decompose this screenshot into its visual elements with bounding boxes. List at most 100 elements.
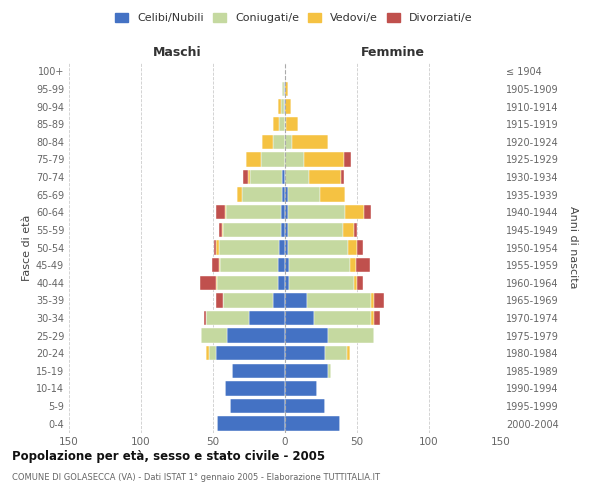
Bar: [288, 222, 343, 237]
Bar: [219, 258, 220, 272]
Bar: [356, 258, 370, 272]
Y-axis label: Fasce di età: Fasce di età: [22, 214, 32, 280]
Bar: [285, 416, 340, 431]
Bar: [307, 293, 371, 308]
Bar: [202, 328, 227, 343]
Bar: [223, 222, 281, 237]
Bar: [285, 170, 310, 184]
Bar: [223, 293, 274, 308]
Bar: [374, 293, 385, 308]
Bar: [285, 117, 286, 132]
Bar: [285, 311, 314, 325]
Bar: [278, 100, 281, 114]
Bar: [246, 152, 260, 166]
Bar: [216, 240, 219, 254]
Bar: [364, 205, 371, 220]
Bar: [200, 276, 216, 290]
Bar: [285, 276, 289, 290]
Bar: [284, 100, 285, 114]
Bar: [347, 346, 350, 360]
Bar: [349, 240, 357, 254]
Bar: [216, 205, 224, 220]
Bar: [285, 364, 328, 378]
Bar: [214, 240, 216, 254]
Bar: [285, 293, 307, 308]
Bar: [260, 152, 285, 166]
Bar: [209, 346, 216, 360]
Bar: [357, 240, 363, 254]
Bar: [279, 117, 285, 132]
Bar: [281, 100, 284, 114]
Bar: [249, 311, 285, 325]
Bar: [281, 205, 285, 220]
Bar: [274, 117, 279, 132]
Bar: [212, 258, 219, 272]
Bar: [206, 311, 249, 325]
Bar: [219, 240, 279, 254]
Text: Popolazione per età, sesso e stato civile - 2005: Popolazione per età, sesso e stato civil…: [12, 450, 325, 463]
Bar: [243, 170, 248, 184]
Bar: [285, 399, 325, 413]
Bar: [357, 276, 363, 290]
Bar: [217, 416, 285, 431]
Bar: [328, 364, 331, 378]
Bar: [274, 134, 285, 149]
Bar: [216, 276, 217, 290]
Text: Maschi: Maschi: [152, 46, 202, 59]
Bar: [262, 134, 274, 149]
Text: COMUNE DI GOLASECCA (VA) - Dati ISTAT 1° gennaio 2005 - Elaborazione TUTTITALIA.: COMUNE DI GOLASECCA (VA) - Dati ISTAT 1°…: [12, 472, 380, 482]
Bar: [288, 205, 346, 220]
Bar: [350, 258, 356, 272]
Bar: [285, 222, 288, 237]
Bar: [285, 82, 288, 96]
Bar: [220, 258, 278, 272]
Bar: [325, 346, 347, 360]
Bar: [374, 311, 380, 325]
Bar: [285, 134, 292, 149]
Y-axis label: Anni di nascita: Anni di nascita: [568, 206, 578, 289]
Bar: [328, 328, 374, 343]
Bar: [304, 152, 344, 166]
Bar: [288, 240, 349, 254]
Bar: [248, 170, 250, 184]
Bar: [371, 311, 374, 325]
Bar: [224, 381, 285, 396]
Bar: [314, 311, 371, 325]
Bar: [285, 188, 288, 202]
Bar: [219, 222, 221, 237]
Bar: [341, 170, 344, 184]
Bar: [344, 152, 351, 166]
Bar: [274, 293, 285, 308]
Bar: [282, 170, 285, 184]
Bar: [285, 346, 325, 360]
Bar: [227, 328, 285, 343]
Bar: [285, 328, 328, 343]
Bar: [285, 152, 304, 166]
Bar: [232, 364, 285, 378]
Bar: [285, 240, 288, 254]
Bar: [230, 399, 285, 413]
Bar: [282, 82, 284, 96]
Bar: [282, 188, 285, 202]
Bar: [343, 222, 354, 237]
Bar: [278, 258, 285, 272]
Legend: Celibi/Nubili, Coniugati/e, Vedovi/e, Divorziati/e: Celibi/Nubili, Coniugati/e, Vedovi/e, Di…: [111, 8, 477, 28]
Bar: [371, 293, 374, 308]
Bar: [284, 82, 285, 96]
Bar: [310, 170, 341, 184]
Bar: [238, 188, 242, 202]
Bar: [354, 222, 357, 237]
Bar: [226, 205, 281, 220]
Bar: [281, 222, 285, 237]
Bar: [285, 381, 317, 396]
Bar: [221, 222, 223, 237]
Bar: [286, 117, 298, 132]
Bar: [354, 276, 357, 290]
Bar: [224, 205, 226, 220]
Bar: [346, 205, 364, 220]
Bar: [285, 205, 288, 220]
Bar: [206, 346, 209, 360]
Bar: [250, 170, 282, 184]
Bar: [285, 100, 291, 114]
Bar: [216, 293, 223, 308]
